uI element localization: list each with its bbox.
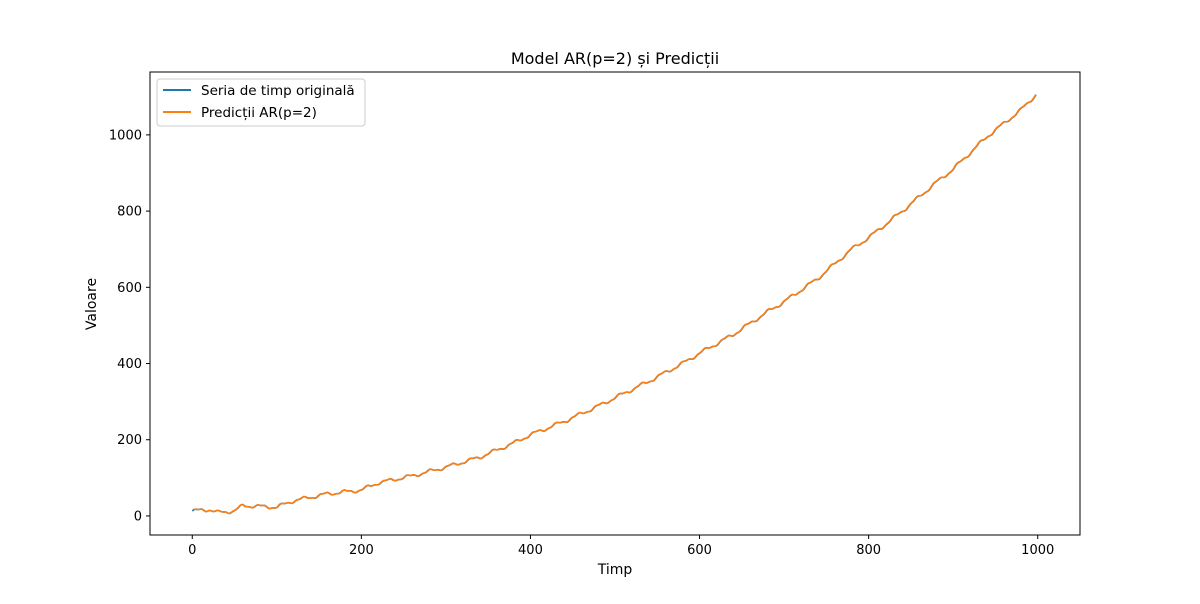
x-tick-label: 400: [518, 543, 543, 558]
y-tick-label: 800: [117, 205, 142, 220]
legend: Seria de timp originală Predicții AR(p=2…: [156, 78, 366, 127]
x-axis-title: Timp: [597, 562, 633, 578]
chart-title: Model AR(p=2) și Predicții: [511, 49, 719, 68]
x-axis: 0 200 400 600 800 1000: [188, 535, 1054, 558]
plot-lines: [191, 94, 1037, 515]
legend-label-original: Seria de timp originală: [201, 83, 355, 99]
series-line-predictions: [193, 94, 1037, 515]
x-tick-label: 1000: [1021, 543, 1054, 558]
legend-box: [156, 78, 366, 127]
y-tick-label: 400: [117, 357, 142, 372]
x-tick-label: 200: [349, 543, 374, 558]
y-tick-label: 600: [117, 281, 142, 296]
x-tick-label: 800: [856, 543, 881, 558]
x-tick-label: 0: [188, 543, 196, 558]
legend-label-predictions: Predicții AR(p=2): [201, 105, 317, 121]
y-tick-label: 1000: [109, 128, 142, 143]
y-axis-title: Valoare: [84, 278, 100, 330]
y-tick-label: 0: [134, 509, 142, 524]
plot-frame: [149, 71, 1081, 536]
x-tick-label: 600: [687, 543, 712, 558]
y-axis: 0 200 400 600 800 1000: [109, 128, 150, 524]
y-tick-label: 200: [117, 433, 142, 448]
